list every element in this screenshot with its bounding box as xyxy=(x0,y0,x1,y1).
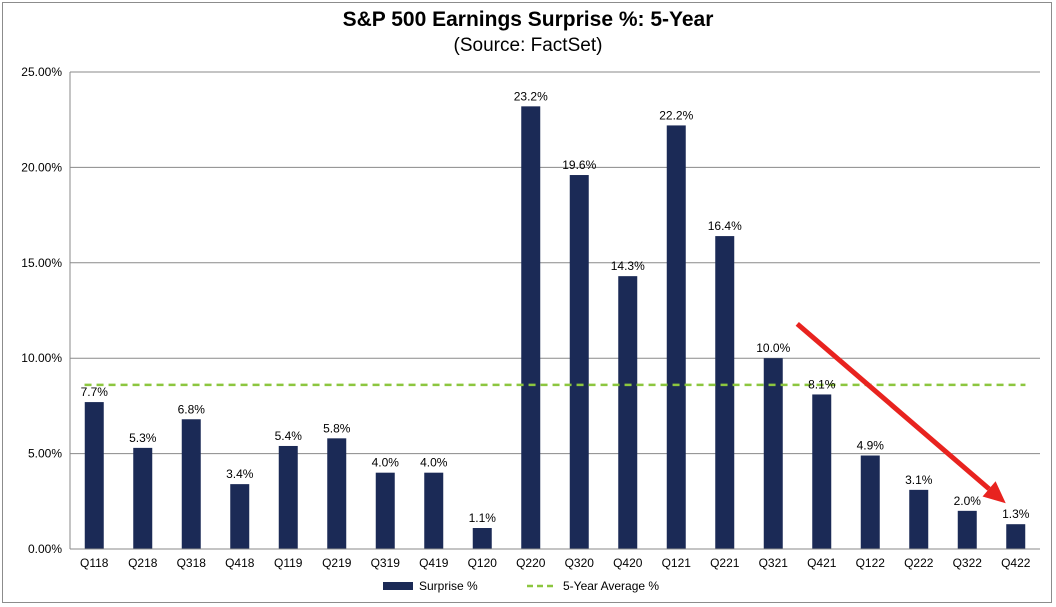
x-tick-label: Q220 xyxy=(516,556,546,570)
x-tick-label: Q319 xyxy=(371,556,401,570)
x-tick-label: Q219 xyxy=(322,556,352,570)
data-label: 5.4% xyxy=(275,429,303,443)
data-label: 14.3% xyxy=(611,259,645,273)
arrow-shaft xyxy=(795,321,991,491)
legend-label-surprise: Surprise % xyxy=(419,579,478,593)
data-labels: 7.7% 5.3% 6.8% 3.4% 5.4% 5.8% 4.0% 4.0% 1.1% 23.2… xyxy=(81,89,1030,525)
data-label: 5.3% xyxy=(129,431,157,445)
arrow-head xyxy=(982,481,1006,504)
data-label: 5.8% xyxy=(323,421,351,435)
x-tick-label: Q218 xyxy=(128,556,158,570)
bar xyxy=(763,358,783,549)
x-tick-label: Q321 xyxy=(759,556,789,570)
x-tick-label: Q421 xyxy=(807,556,837,570)
x-axis-ticks: Q118 Q218 Q318 Q418 Q119 Q219 Q319 Q419 Q120 Q220… xyxy=(70,548,1040,570)
data-label: 6.8% xyxy=(178,402,206,416)
data-label: 3.4% xyxy=(226,467,254,481)
x-tick-label: Q121 xyxy=(662,556,692,570)
bar xyxy=(472,528,492,549)
bar xyxy=(424,472,444,549)
data-label: 1.1% xyxy=(469,511,497,525)
y-tick-label: 10.00% xyxy=(21,351,62,365)
x-tick-label: Q320 xyxy=(565,556,595,570)
legend-label-average: 5-Year Average % xyxy=(563,579,659,593)
data-label: 4.0% xyxy=(420,456,448,470)
data-label: 4.9% xyxy=(857,439,885,453)
x-tick-label: Q119 xyxy=(274,556,303,570)
data-label: 22.2% xyxy=(659,108,693,122)
bar xyxy=(327,438,347,549)
bar xyxy=(666,125,686,549)
x-tick-label: Q122 xyxy=(856,556,886,570)
chart-subtitle: (Source: FactSet) xyxy=(453,35,603,56)
bar xyxy=(133,447,153,549)
bar xyxy=(84,402,104,549)
data-label: 16.4% xyxy=(708,219,742,233)
data-label: 1.3% xyxy=(1002,507,1030,521)
y-axis-ticks: 0.00% 5.00% 10.00% 15.00% 20.00% 25.00% xyxy=(21,65,62,556)
bar xyxy=(860,455,880,549)
legend: Surprise % 5-Year Average % xyxy=(383,579,659,593)
y-tick-label: 15.00% xyxy=(21,256,62,270)
x-tick-label: Q118 xyxy=(80,556,109,570)
x-tick-label: Q418 xyxy=(225,556,255,570)
bars xyxy=(84,106,1026,550)
bar xyxy=(569,175,589,550)
bar xyxy=(1006,524,1026,549)
y-tick-label: 0.00% xyxy=(28,542,62,556)
data-label: 7.7% xyxy=(81,385,109,399)
bar xyxy=(181,419,201,549)
legend-swatch-surprise xyxy=(383,582,413,590)
bar xyxy=(375,472,395,549)
data-label: 23.2% xyxy=(514,89,548,103)
data-label: 3.1% xyxy=(905,473,933,487)
x-tick-label: Q419 xyxy=(419,556,449,570)
bar xyxy=(521,106,541,550)
bar xyxy=(812,394,832,549)
bar xyxy=(957,510,977,549)
x-tick-label: Q322 xyxy=(953,556,983,570)
data-label: 8.1% xyxy=(808,377,836,391)
y-tick-label: 25.00% xyxy=(21,65,62,79)
y-tick-label: 20.00% xyxy=(21,160,62,174)
gridlines xyxy=(69,71,1040,550)
x-tick-label: Q222 xyxy=(904,556,934,570)
x-tick-label: Q120 xyxy=(468,556,498,570)
data-label: 10.0% xyxy=(756,341,790,355)
data-label: 4.0% xyxy=(372,456,400,470)
x-tick-label: Q422 xyxy=(1001,556,1031,570)
bar xyxy=(715,236,735,549)
trend-arrow xyxy=(795,321,1006,504)
bar xyxy=(230,484,250,549)
x-tick-label: Q318 xyxy=(177,556,207,570)
bar xyxy=(618,276,638,549)
chart-title: S&P 500 Earnings Surprise %: 5-Year xyxy=(342,8,714,31)
bar xyxy=(909,489,929,549)
data-label: 19.6% xyxy=(562,158,596,172)
y-tick-label: 5.00% xyxy=(28,447,62,461)
x-tick-label: Q221 xyxy=(710,556,740,570)
bar xyxy=(278,445,298,549)
data-label: 2.0% xyxy=(954,494,982,508)
x-tick-label: Q420 xyxy=(613,556,643,570)
